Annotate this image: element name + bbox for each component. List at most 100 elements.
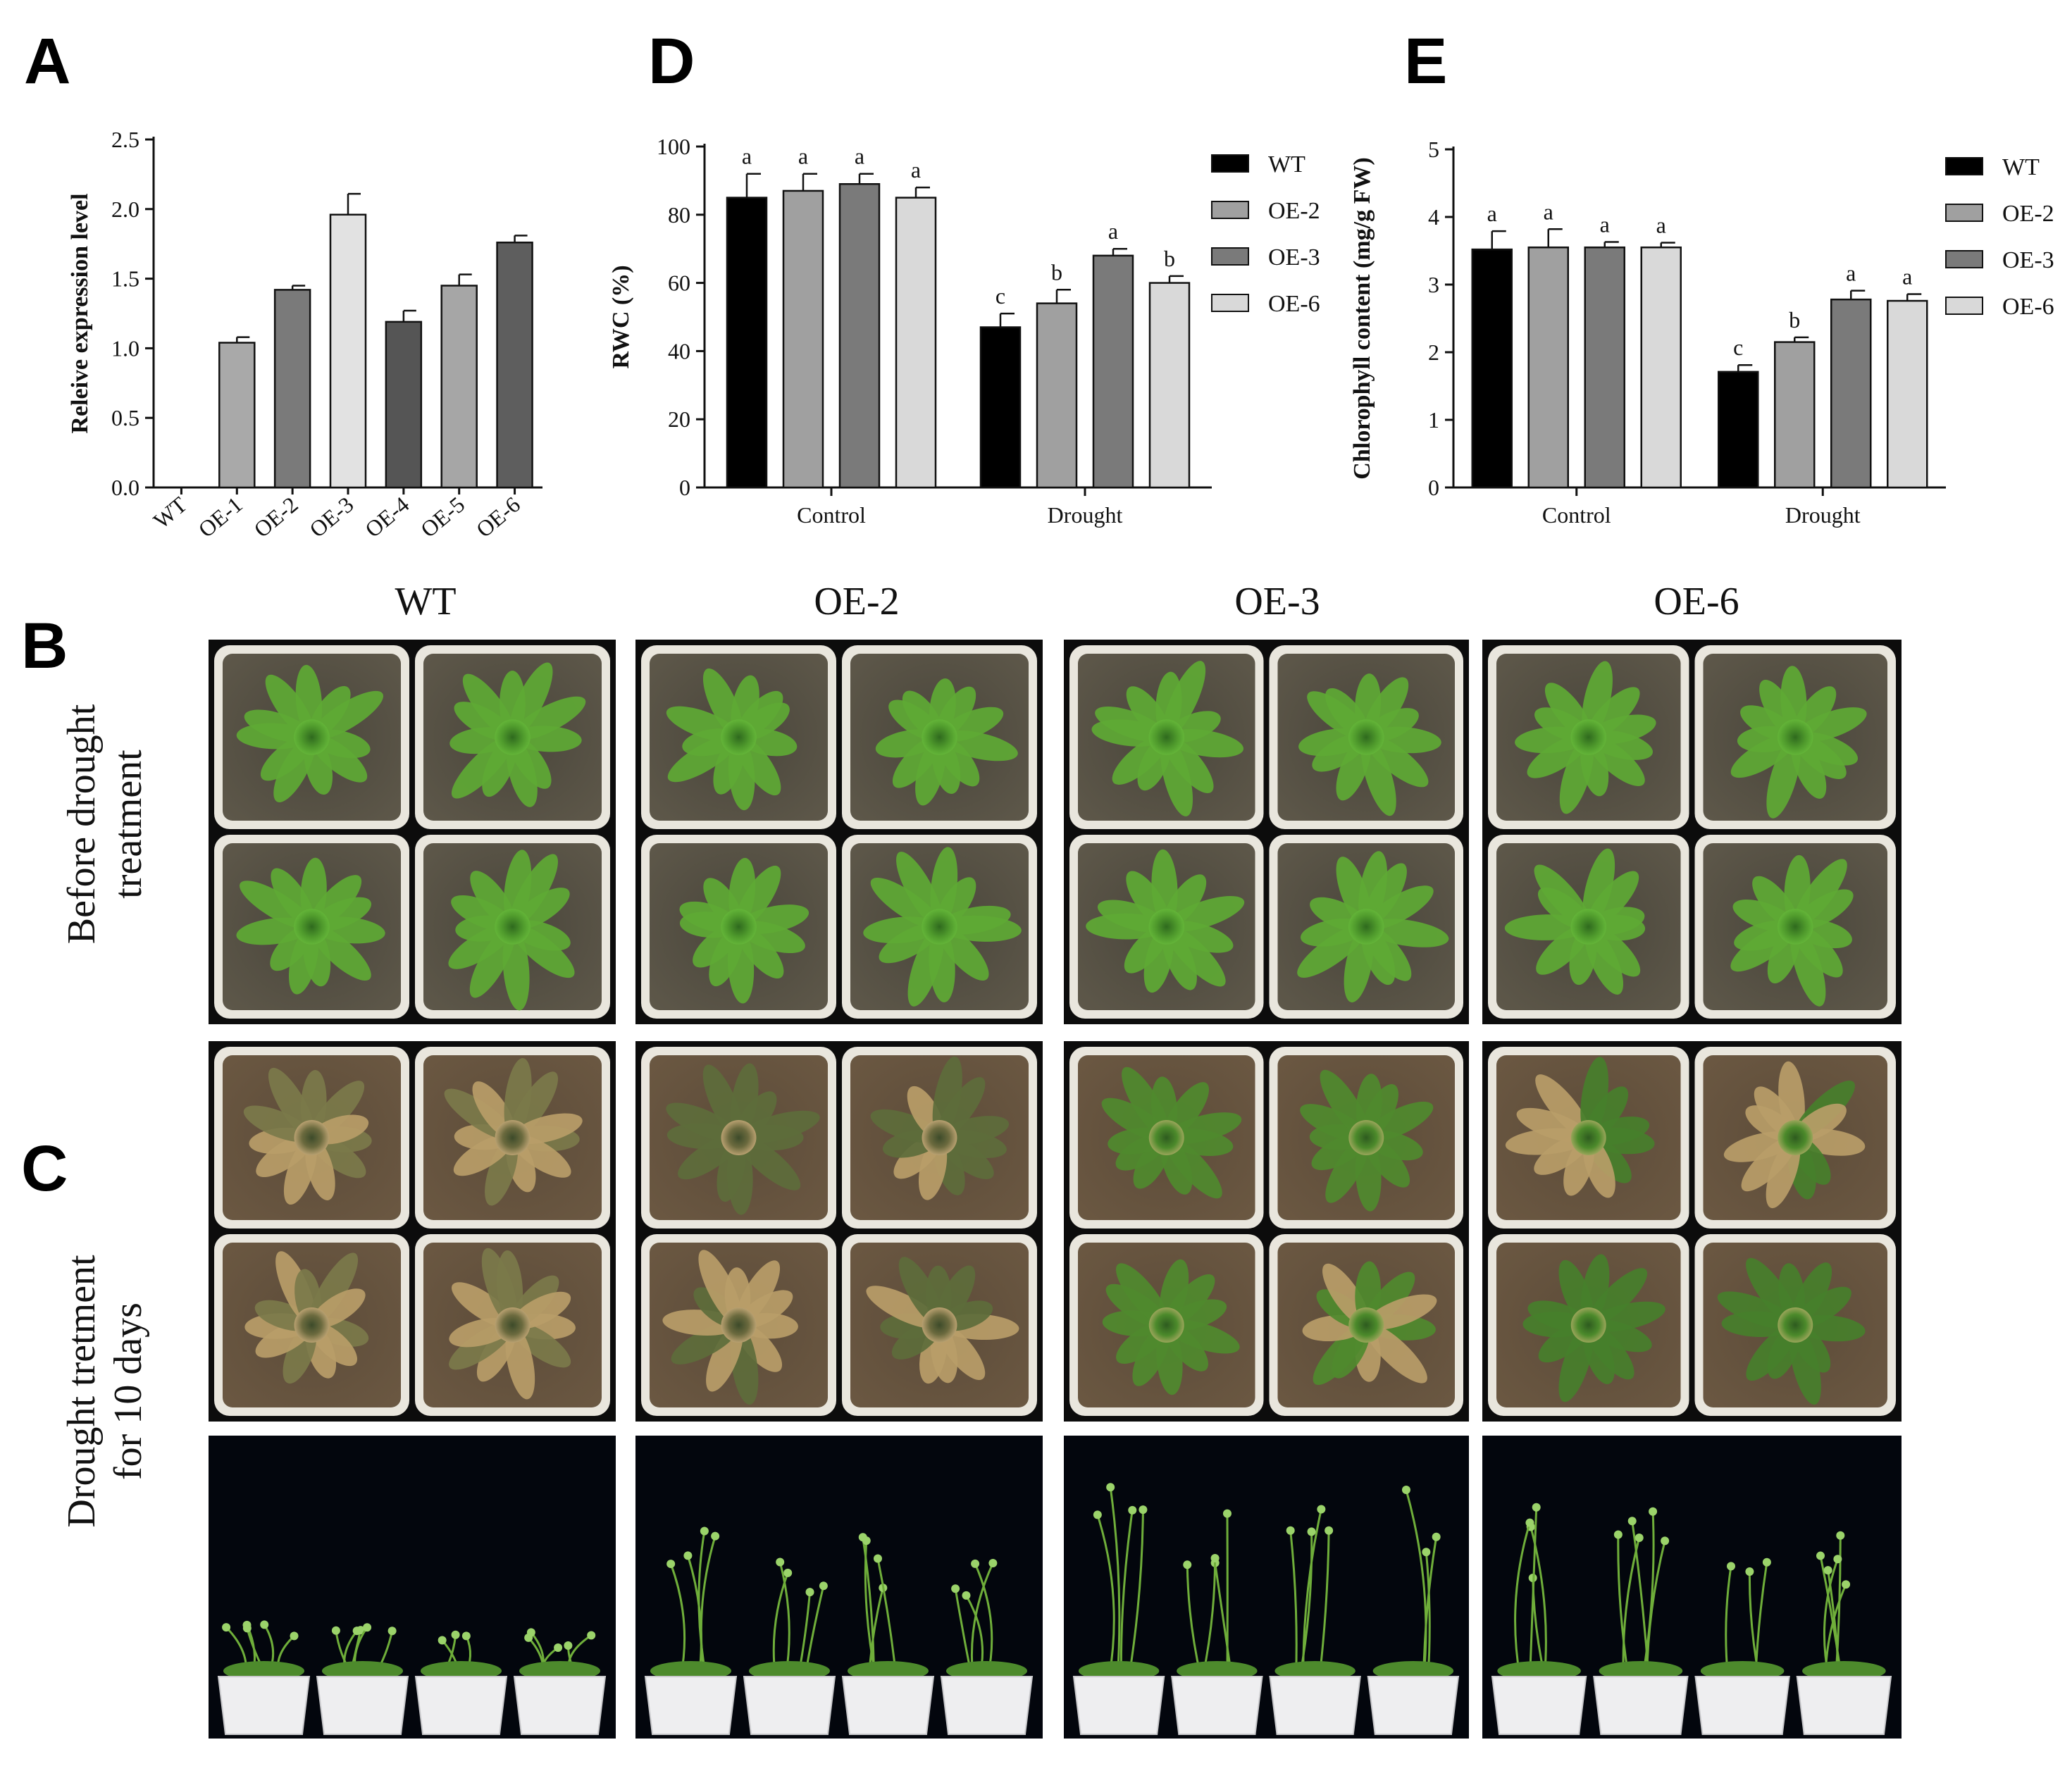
x-tick-label: Control: [797, 502, 866, 528]
rosette: [1101, 1067, 1242, 1199]
bar-oe-3-drought: [1092, 254, 1134, 489]
bar-oe-3-control: [838, 182, 881, 489]
inflorescence: [587, 1631, 596, 1640]
stem: [1405, 1489, 1427, 1677]
chart-chlorophyll: 0 1 2 3 4 5 Control a a a a Drought c b a a Chlorophyll …: [1349, 137, 2054, 528]
row-label-c-line1: Drought tretment: [60, 1255, 104, 1528]
leaf: [1582, 661, 1613, 738]
bar-oe-6-control: [1640, 246, 1682, 489]
y-tick-label: 1.5: [111, 266, 139, 292]
inflorescence: [363, 1623, 372, 1632]
rosette-center: [922, 909, 957, 945]
rosette-center: [721, 1307, 757, 1343]
panel-letter-a: A: [24, 25, 70, 97]
inflorescence: [1128, 1505, 1137, 1515]
y-tick-label: 0: [1428, 475, 1439, 500]
rosette-center: [1148, 719, 1185, 755]
stem: [1425, 1552, 1431, 1677]
stem: [864, 1541, 877, 1677]
bar-oe-6-control: [895, 197, 937, 489]
significance-letter: a: [855, 144, 864, 169]
panel-letter-b: B: [21, 610, 68, 682]
pot: [414, 1676, 508, 1735]
leaf: [1365, 735, 1429, 788]
y-axis-title: Chlorophyll content (mg/g FW): [1349, 157, 1375, 479]
rosette: [444, 1058, 583, 1206]
leaf: [666, 1102, 739, 1142]
rosette: [449, 662, 586, 807]
leaf: [511, 696, 586, 741]
photo-before-wt: [209, 640, 616, 1024]
leaf: [1365, 1294, 1437, 1330]
inflorescence: [222, 1623, 231, 1632]
inflorescence: [873, 1554, 882, 1563]
rosette-center: [1777, 909, 1813, 945]
pot: [316, 1676, 409, 1735]
pot: [1367, 1676, 1460, 1735]
y-axis-title: RWC (%): [608, 265, 634, 368]
stem: [1318, 1530, 1330, 1677]
inflorescence: [387, 1627, 397, 1636]
bar-oe-6-drought: [1148, 282, 1191, 489]
pot: [1491, 1676, 1587, 1735]
rosette-center: [1778, 1120, 1813, 1155]
rosette-center: [1778, 1307, 1813, 1343]
bar-wt-control: [726, 197, 768, 489]
inflorescence: [862, 1536, 871, 1546]
significance-letter: a: [1600, 212, 1610, 237]
rosette: [662, 1250, 798, 1405]
stem: [1835, 1535, 1842, 1677]
y-tick-label: 1.0: [111, 335, 139, 361]
leaf: [1582, 848, 1615, 927]
bar-oe-4: [385, 321, 423, 489]
stem: [700, 1536, 716, 1677]
x-tick-label: OE-2: [249, 492, 302, 542]
y-tick-label: 2.5: [111, 127, 139, 152]
significance-letter: a: [1656, 212, 1666, 237]
inflorescence: [951, 1584, 960, 1593]
inflorescence: [971, 1559, 980, 1568]
legend-swatch-oe-2: [1945, 204, 1983, 222]
rosette: [1297, 851, 1449, 1003]
inflorescence: [1422, 1548, 1431, 1557]
inflorescence: [242, 1624, 252, 1633]
inflorescence: [700, 1526, 709, 1536]
rosette-center: [721, 1120, 757, 1155]
rosette-center: [1777, 719, 1813, 755]
chart-rwc: 0 20 40 60 80 100 Control a a a a Drought c b a b RWC (%…: [608, 134, 1320, 528]
y-tick-label: 20: [668, 406, 690, 432]
photo-grid: [209, 640, 1902, 1739]
inflorescence: [554, 1643, 563, 1653]
leaf: [907, 926, 945, 1007]
y-tick-label: 2: [1428, 340, 1439, 365]
stem: [1119, 1510, 1134, 1677]
inflorescence: [988, 1558, 998, 1567]
inflorescence: [1836, 1531, 1845, 1540]
inflorescence: [805, 1588, 814, 1597]
rosette: [679, 857, 809, 1004]
significance-letter: a: [1544, 199, 1553, 224]
leaf: [1794, 707, 1867, 742]
rosette: [1300, 1069, 1434, 1212]
photo-sideview-wt: [209, 1436, 616, 1739]
bar-oe-2-drought: [1036, 302, 1078, 489]
significance-letter: a: [1487, 201, 1497, 226]
y-tick-label: 100: [657, 134, 690, 159]
y-tick-label: 0.0: [111, 475, 139, 500]
y-tick-label: 60: [668, 271, 690, 296]
x-tick-label: OE-5: [416, 492, 469, 542]
column-headers: WT OE-2 OE-3 OE-6: [395, 580, 1739, 623]
inflorescence: [1139, 1505, 1148, 1515]
rosette-center: [495, 1120, 531, 1155]
bar-oe-5: [440, 285, 478, 489]
rosette: [1522, 1254, 1665, 1403]
leaf: [511, 924, 575, 978]
inflorescence: [1325, 1526, 1334, 1535]
significance-letter: a: [1108, 218, 1118, 244]
inflorescence: [1816, 1551, 1825, 1560]
stem: [1617, 1534, 1630, 1677]
inflorescence: [1317, 1505, 1326, 1514]
rosette-center: [495, 1307, 531, 1343]
y-axis-title: Releive expression level: [67, 193, 93, 433]
leaf: [1320, 1069, 1369, 1139]
